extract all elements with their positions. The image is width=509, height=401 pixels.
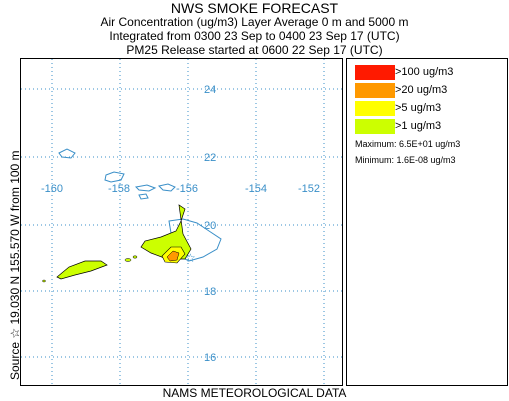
molokai-coastline xyxy=(134,184,157,192)
meteorological-data-label: NAMS METEOROLOGICAL DATA xyxy=(162,386,347,400)
lat-label-24: 24 xyxy=(204,84,216,96)
source-star-icon: ☆ xyxy=(185,251,196,265)
oahu-coastline xyxy=(104,171,125,183)
legend-swatch-100 xyxy=(355,65,395,80)
smoke-plume xyxy=(42,204,192,283)
plume-20-ug-contour xyxy=(166,250,180,262)
lanai-coastline xyxy=(138,193,149,200)
lon-label-158: -158 xyxy=(108,183,130,195)
legend-panel: >100 ug/m3 >20 ug/m3 >5 ug/m3 >1 ug/m3 M… xyxy=(346,58,508,386)
legend-label-1: >1 ug/m3 xyxy=(395,120,442,132)
map-panel: 24 22 20 18 16 -160 -158 -156 -154 -152 … xyxy=(20,58,343,386)
map-title: NWS SMOKE FORECAST xyxy=(170,0,339,16)
lat-label-20: 20 xyxy=(204,220,216,232)
legend-label-20: >20 ug/m3 xyxy=(395,84,448,96)
lon-label-156: -156 xyxy=(176,183,198,195)
lat-label-22: 22 xyxy=(204,152,216,164)
map-canvas: 24 22 20 18 16 -160 -158 -156 -154 -152 … xyxy=(21,59,342,385)
lat-label-16: 16 xyxy=(204,352,216,364)
legend-label-100: >100 ug/m3 xyxy=(395,66,454,78)
legend-minimum: Minimum: 1.6E-08 ug/m3 xyxy=(355,155,456,165)
coastlines xyxy=(58,148,222,262)
legend-swatch-5 xyxy=(355,101,395,116)
subtitle-release: PM25 Release started at 0600 22 Sep 17 (… xyxy=(126,43,383,57)
lon-label-160: -160 xyxy=(41,183,63,195)
legend-swatch-1 xyxy=(355,119,395,134)
lon-label-154: -154 xyxy=(245,183,267,195)
legend-swatch-20 xyxy=(355,83,395,98)
maui-coastline xyxy=(158,183,176,192)
plume-1-ug-contour xyxy=(140,204,192,260)
lon-label-152: -152 xyxy=(298,183,320,195)
subtitle-concentration: Air Concentration (ug/m3) Layer Average … xyxy=(100,15,409,29)
legend-label-5: >5 ug/m3 xyxy=(395,102,442,114)
lat-label-18: 18 xyxy=(204,286,216,298)
kauai-coastline xyxy=(58,148,76,159)
plume-west-1-ug xyxy=(56,260,108,280)
subtitle-integration: Integrated from 0300 23 Sep to 0400 23 S… xyxy=(109,29,400,43)
legend-maximum: Maximum: 6.5E+01 ug/m3 xyxy=(355,139,461,149)
